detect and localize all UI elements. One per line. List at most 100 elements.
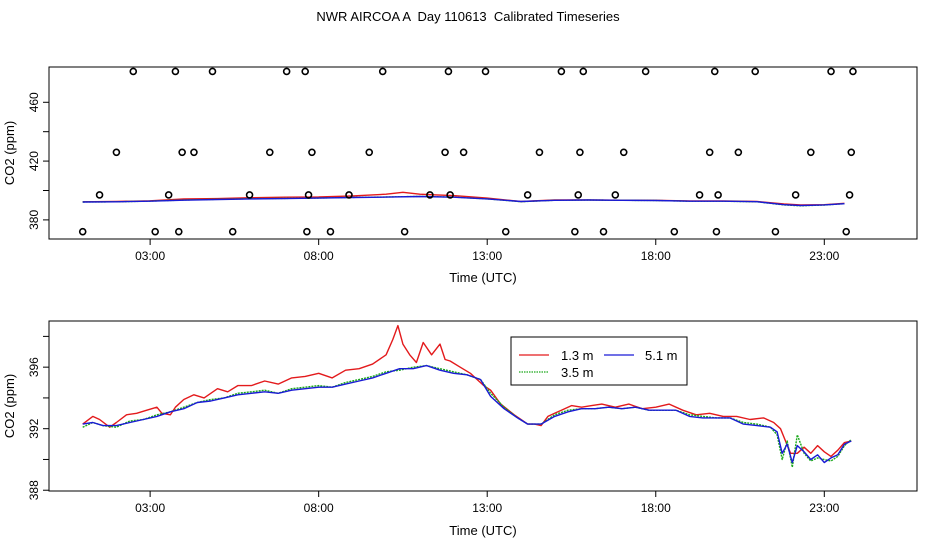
top-marker-point bbox=[228, 227, 237, 236]
bottom-y-tick-label: 396 bbox=[27, 357, 41, 377]
top-marker-point bbox=[807, 148, 815, 157]
top-marker-point bbox=[151, 227, 159, 236]
top-marker-point bbox=[365, 148, 374, 157]
top-marker-point bbox=[345, 191, 353, 199]
bottom-y-axis-label: CO2 (ppm) bbox=[2, 374, 17, 438]
top-marker-point bbox=[714, 191, 722, 199]
top-marker-point bbox=[303, 227, 311, 236]
top-marker-point bbox=[535, 148, 544, 157]
top-marker-point bbox=[571, 227, 579, 236]
top-plot-frame bbox=[48, 66, 918, 240]
top-x-tick-label: 13:00 bbox=[472, 249, 502, 263]
top-marker-point bbox=[245, 191, 254, 199]
bottom-x-tick-label: 08:00 bbox=[304, 501, 334, 515]
top-y-tick-label: 460 bbox=[27, 92, 41, 112]
top-marker-point bbox=[599, 227, 608, 236]
top-marker-point bbox=[827, 67, 835, 76]
top-x-tick-label: 08:00 bbox=[304, 249, 334, 263]
bottom-plot-frame bbox=[48, 320, 918, 492]
bottom-panel: 03:00 08:00 13:00 18:00 23:00 388 392 396 Time… bbox=[2, 320, 918, 538]
top-x-tick-label: 23:00 bbox=[809, 249, 839, 263]
top-markers bbox=[78, 67, 857, 236]
top-marker-point bbox=[712, 227, 721, 236]
top-marker-point bbox=[557, 67, 566, 76]
top-marker-point bbox=[178, 148, 186, 157]
top-marker-point bbox=[705, 148, 714, 157]
legend-label-5-1m: 5.1 m bbox=[645, 348, 678, 363]
legend-box bbox=[510, 336, 688, 386]
top-series-lines bbox=[82, 191, 845, 207]
bottom-y-tick-label: 388 bbox=[27, 480, 41, 500]
top-marker-point bbox=[791, 191, 800, 199]
top-marker-point bbox=[771, 227, 780, 236]
top-marker-point bbox=[459, 148, 468, 157]
top-marker-point bbox=[734, 148, 743, 157]
top-marker-point bbox=[619, 148, 628, 157]
top-marker-point bbox=[641, 67, 650, 76]
top-marker-point bbox=[129, 67, 138, 76]
top-y-axis-label: CO2 (ppm) bbox=[2, 121, 17, 185]
bottom-x-tick-label: 03:00 bbox=[135, 501, 165, 515]
top-marker-point bbox=[95, 191, 104, 199]
bottom-y-tick-label: 392 bbox=[27, 418, 41, 438]
legend-label-3-5m: 3.5 m bbox=[561, 365, 594, 380]
top-x-tick-label: 18:00 bbox=[641, 249, 671, 263]
top-marker-point bbox=[112, 148, 121, 157]
top-marker-point bbox=[576, 148, 584, 157]
top-marker-point bbox=[695, 191, 704, 199]
top-marker-point bbox=[208, 67, 217, 76]
top-marker-point bbox=[282, 67, 291, 76]
top-x-axis: 03:00 08:00 13:00 18:00 23:00 bbox=[135, 239, 840, 263]
top-y-tick-label: 380 bbox=[27, 210, 41, 230]
top-marker-point bbox=[842, 227, 851, 236]
top-marker-point bbox=[501, 227, 510, 236]
top-marker-point bbox=[710, 67, 719, 76]
bottom-y-axis: 388 392 396 bbox=[27, 335, 49, 500]
top-marker-point bbox=[190, 148, 198, 157]
top-marker-point bbox=[845, 191, 854, 199]
legend: 1.3 m 5.1 m 3.5 m bbox=[510, 336, 688, 386]
top-marker-point bbox=[426, 191, 434, 199]
top-marker-point bbox=[378, 67, 387, 76]
top-marker-point bbox=[301, 67, 309, 76]
bottom-x-tick-label: 23:00 bbox=[809, 501, 839, 515]
top-marker-point bbox=[574, 191, 583, 199]
top-marker-point bbox=[670, 227, 679, 236]
top-marker-point bbox=[441, 148, 449, 157]
top-marker-point bbox=[326, 227, 335, 236]
top-series-5-1-mline bbox=[82, 195, 845, 207]
top-marker-point bbox=[523, 191, 532, 199]
top-x-axis-label: Time (UTC) bbox=[449, 270, 516, 285]
top-marker-point bbox=[78, 227, 87, 236]
top-marker-point bbox=[847, 148, 856, 157]
top-marker-point bbox=[444, 67, 453, 76]
top-marker-point bbox=[849, 67, 857, 76]
top-marker-point bbox=[164, 191, 173, 199]
top-marker-point bbox=[751, 67, 759, 76]
top-marker-point bbox=[446, 191, 454, 199]
top-x-tick-label: 03:00 bbox=[135, 249, 165, 263]
top-series-1-3-mline bbox=[82, 191, 845, 206]
bottom-series-lines bbox=[82, 324, 852, 468]
top-panel: 03:00 08:00 13:00 18:00 23:00 380 420 460 Time… bbox=[2, 66, 918, 285]
bottom-x-axis-label: Time (UTC) bbox=[449, 523, 516, 538]
top-y-axis: 380 420 460 bbox=[27, 92, 49, 230]
chart-title: NWR AIRCOA A Day 110613 Calibrated Times… bbox=[316, 9, 620, 24]
bottom-x-tick-label: 18:00 bbox=[641, 501, 671, 515]
bottom-x-tick-label: 13:00 bbox=[472, 501, 502, 515]
top-marker-point bbox=[174, 227, 183, 236]
top-marker-point bbox=[400, 227, 409, 236]
legend-label-1-3m: 1.3 m bbox=[561, 348, 594, 363]
bottom-series-1-3-mline bbox=[82, 324, 852, 458]
bottom-x-axis: 03:00 08:00 13:00 18:00 23:00 bbox=[135, 491, 840, 515]
top-marker-point bbox=[308, 148, 316, 157]
top-marker-point bbox=[171, 67, 180, 76]
top-y-tick-label: 420 bbox=[27, 151, 41, 171]
top-marker-point bbox=[304, 191, 313, 199]
bottom-series-5-1-mline bbox=[82, 364, 852, 464]
top-marker-point bbox=[611, 191, 620, 199]
top-marker-point bbox=[265, 148, 274, 157]
top-marker-point bbox=[579, 67, 588, 76]
top-marker-point bbox=[481, 67, 490, 76]
